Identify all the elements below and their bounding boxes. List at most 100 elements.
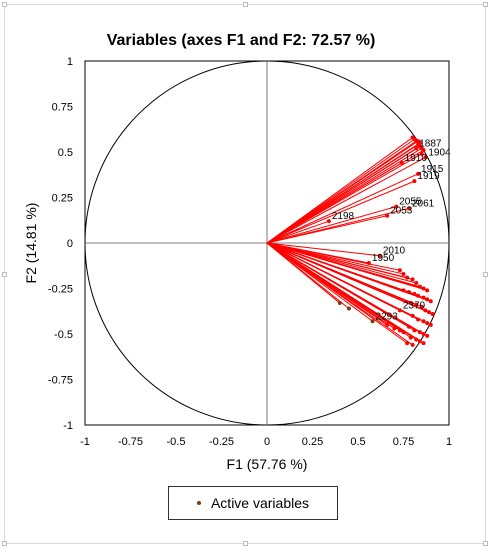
variable-point	[421, 148, 426, 153]
variable-point	[425, 297, 430, 302]
variable-point	[408, 335, 413, 340]
variable-point	[326, 219, 331, 224]
loading-vector	[266, 153, 422, 244]
y-tick-label: 0.5	[58, 147, 73, 159]
variable-point	[401, 271, 406, 276]
loading-vector	[266, 242, 424, 344]
y-tick-label: -0.25	[48, 284, 73, 296]
y-tick-label: 0.25	[52, 193, 73, 205]
variable-label: 2055	[399, 197, 422, 208]
loading-vector	[266, 173, 419, 244]
x-axis-title: F1 (57.76 %)	[227, 456, 308, 472]
y-tick-label: 0.75	[52, 102, 73, 114]
variable-point	[414, 302, 419, 307]
variable-point	[366, 261, 371, 266]
y-tick-label: -0.75	[48, 375, 73, 387]
x-tick-label: -0.75	[118, 436, 143, 448]
resize-handle-left[interactable]	[2, 272, 7, 277]
variable-point	[399, 160, 404, 165]
variable-point	[416, 293, 421, 298]
y-axis-title: F2 (14.81 %)	[23, 203, 39, 284]
variable-label: 1919	[417, 171, 440, 182]
variable-point	[401, 330, 406, 335]
loading-vector	[266, 242, 413, 346]
variable-label: 2061	[412, 198, 435, 209]
variable-point	[421, 319, 426, 324]
resize-handle-bottom-right[interactable]	[483, 541, 488, 546]
loading-vector	[266, 180, 415, 244]
variable-point	[417, 284, 422, 289]
variable-point	[397, 308, 402, 313]
variable-point	[412, 291, 417, 296]
x-tick-label: -0.5	[167, 436, 186, 448]
resize-handle-top-right[interactable]	[483, 2, 488, 7]
chart-title: Variables (axes F1 and F2: 72.57 %)	[106, 32, 376, 49]
variable-point	[417, 330, 422, 335]
y-tick-label: 0	[67, 238, 73, 250]
y-tick-label: -0.5	[54, 329, 73, 341]
resize-handle-bottom[interactable]	[243, 541, 248, 546]
variable-label: 1887	[419, 138, 442, 149]
variable-point	[412, 179, 417, 184]
variable-point	[421, 332, 426, 336]
variable-point	[397, 268, 402, 273]
variable-label: 2010	[383, 246, 406, 257]
resize-handle-top[interactable]	[243, 2, 248, 7]
variable-label: 2053	[390, 206, 413, 217]
resize-handle-right[interactable]	[483, 272, 488, 277]
loading-vector	[266, 242, 432, 326]
variable-point	[425, 333, 430, 338]
resize-handle-bottom-left[interactable]	[2, 541, 7, 546]
variable-point	[377, 253, 382, 258]
variable-point	[419, 151, 424, 156]
variable-point	[401, 288, 406, 293]
variable-label: 1904	[428, 147, 451, 158]
variable-point	[412, 328, 417, 333]
variable-point	[370, 319, 375, 324]
variable-point	[385, 213, 390, 218]
variable-label: 2293	[376, 311, 399, 322]
variable-point	[414, 146, 419, 151]
variable-point	[416, 317, 421, 322]
variable-point	[421, 341, 426, 346]
resize-handle-top-left[interactable]	[2, 2, 7, 7]
y-tick-label: -1	[63, 420, 73, 432]
variable-point	[397, 328, 402, 333]
y-tick-label: 1	[67, 56, 73, 68]
variable-point	[425, 321, 430, 326]
loading-vector	[266, 206, 397, 244]
variable-point	[394, 204, 399, 209]
loading-vector	[266, 242, 380, 257]
variable-point	[406, 324, 411, 329]
variable-point	[423, 308, 428, 313]
variable-point	[337, 301, 342, 306]
x-tick-label: 0.5	[350, 436, 365, 448]
x-tick-label: 0	[264, 436, 270, 448]
legend-marker-icon	[196, 501, 201, 505]
variable-point	[430, 311, 435, 316]
variable-point	[392, 326, 397, 331]
variable-point	[425, 288, 430, 293]
chart-legend[interactable]: Active variables	[168, 486, 338, 520]
loading-vector	[266, 215, 388, 244]
variable-label: 1910	[405, 153, 428, 164]
loading-vector	[266, 242, 431, 302]
loading-vector	[266, 242, 428, 291]
variable-point	[419, 304, 424, 309]
x-tick-label: -0.25	[209, 436, 234, 448]
variable-point	[410, 277, 415, 282]
variable-point	[416, 171, 421, 176]
loading-vector	[266, 242, 433, 315]
variable-point	[405, 275, 410, 280]
variable-point	[421, 295, 426, 300]
variable-point	[423, 155, 428, 160]
variable-point	[428, 322, 433, 327]
variable-point	[414, 281, 419, 286]
variable-point	[428, 299, 433, 304]
x-tick-label: 0.75	[393, 436, 414, 448]
variable-label: 1950	[372, 253, 395, 264]
variable-point	[385, 322, 390, 327]
variable-point	[417, 339, 422, 344]
variable-point	[426, 310, 431, 315]
variable-point	[421, 286, 426, 291]
